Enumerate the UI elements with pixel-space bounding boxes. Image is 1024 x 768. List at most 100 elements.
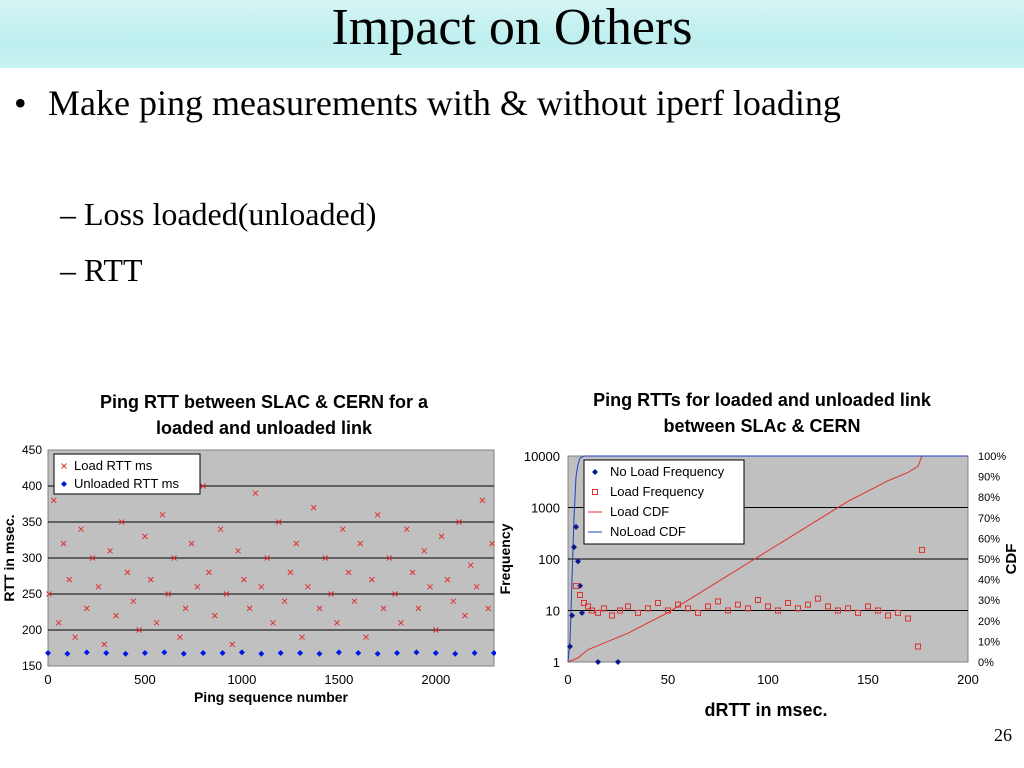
chart2-noload-freq-point [615, 659, 621, 665]
chart2-xlabel: dRTT in msec. [704, 700, 827, 720]
chart1-load-point [485, 605, 492, 612]
chart2-load-cdf-line [567, 455, 923, 663]
bullet-marker: • [14, 83, 27, 123]
chart1-load-point [235, 547, 241, 554]
chart1-load-point [299, 634, 305, 641]
chart2-y2tick-label: 100% [978, 451, 1006, 463]
chart1-unloaded-point [258, 650, 265, 657]
chart2-load-freq-point [715, 598, 721, 605]
chart1-load-point [293, 540, 300, 547]
chart1-load-point [467, 562, 474, 569]
chart2-xtick-label: 100 [757, 672, 779, 687]
chart2-title: between SLAc & CERN [663, 416, 860, 436]
chart2-load-freq-point [865, 603, 871, 610]
chart2-load-freq-point [665, 607, 671, 614]
chart2-ytick-label: 1000 [531, 501, 560, 516]
chart1-load-point [130, 598, 137, 605]
chart1-unloaded-point [83, 649, 90, 656]
chart1-legend-marker [61, 463, 67, 469]
frequency-cdf-chart: Ping RTTs for loaded and unloaded link be… [497, 390, 1020, 720]
chart1-load-point [124, 569, 131, 576]
chart2-title: Ping RTTs for loaded and unloaded link [593, 390, 932, 410]
chart1-load-point [392, 591, 398, 597]
chart1-load-point [398, 619, 404, 626]
chart1-load-point [153, 619, 160, 626]
chart2-y2tick-label: 60% [978, 533, 1000, 545]
chart1-load-point [304, 583, 311, 590]
chart2-noload-freq-point [595, 659, 601, 665]
subbullet-rtt: – RTT [60, 252, 143, 288]
chart1-unloaded-point [161, 649, 168, 656]
chart2-load-freq-point [905, 615, 911, 622]
chart1-load-point [357, 540, 364, 547]
chart2-xtick-label: 150 [857, 672, 879, 687]
chart2-legend-label: NoLoad CDF [610, 524, 686, 539]
chart1-xlabel: Ping sequence number [194, 689, 349, 705]
chart1-unloaded-point [200, 650, 207, 657]
slide-title: Impact on Others [331, 0, 693, 56]
chart1-load-point [182, 605, 189, 612]
chart1-load-point [200, 483, 206, 489]
chart2-ytick-label: 1 [553, 655, 560, 670]
chart1-legend-label: Load RTT ms [74, 458, 153, 473]
chart1-load-point [275, 519, 282, 525]
chart1-unloaded-point [491, 650, 496, 657]
chart1-load-point [427, 583, 433, 590]
chart1-xtick-label: 0 [44, 672, 51, 687]
chart1-unloaded-point [335, 649, 342, 656]
chart1-load-point [462, 612, 468, 619]
chart2-load-freq-point [919, 546, 925, 553]
chart1-title: Ping RTT between SLAC & CERN for a [100, 392, 429, 412]
chart2-noload-freq-point [573, 523, 579, 530]
chart2-load-freq-point [875, 607, 881, 614]
chart1-xtick-label: 2000 [421, 672, 450, 687]
chart1-title: loaded and unloaded link [156, 418, 373, 438]
chart1-load-point [50, 497, 57, 504]
subbullet-loss: – Loss loaded(unloaded) [60, 196, 377, 232]
chart2-y2tick-label: 90% [978, 472, 1000, 484]
chart1-load-point [316, 605, 323, 612]
chart1-load-point [223, 591, 230, 597]
chart1-load-point [72, 634, 79, 641]
chart1-unloaded-point [316, 650, 323, 657]
chart2-load-freq-point [705, 603, 711, 610]
chart2-legend-marker [592, 469, 598, 475]
chart1-load-point [194, 583, 201, 590]
chart2-noload-freq-point [571, 544, 577, 551]
chart1-load-point [281, 598, 288, 605]
chart2-load-freq-point [755, 596, 761, 603]
chart2-y2tick-label: 0% [978, 657, 994, 669]
chart2-load-freq-point [815, 595, 821, 602]
chart2-load-freq-point [895, 609, 901, 616]
chart1-unloaded-point [45, 650, 51, 657]
chart1-load-point [240, 576, 247, 583]
chart1-ytick-label: 250 [22, 587, 42, 601]
chart1-unloaded-point [180, 650, 187, 657]
chart1-load-point [107, 547, 113, 554]
chart1-unloaded-point [297, 650, 304, 657]
chart2-load-freq-point [577, 591, 583, 598]
chart1-load-point [264, 555, 270, 561]
chart2-load-freq-point [885, 612, 891, 619]
chart2-load-freq-point [685, 605, 691, 612]
chart2-load-freq-point [695, 609, 701, 616]
chart2-load-freq-point [675, 601, 681, 608]
chart2-load-freq-point [625, 603, 631, 610]
chart1-load-point [444, 576, 451, 583]
chart2-load-freq-point [805, 601, 811, 608]
chart1-load-point [95, 583, 102, 590]
chart1-unloaded-point [355, 650, 362, 657]
chart1-load-point [159, 511, 166, 518]
chart1-ytick-label: 200 [22, 623, 42, 637]
chart2-legend-label: Load CDF [610, 504, 669, 519]
chart1-ytick-label: 400 [22, 479, 42, 493]
chart1-unloaded-point [141, 650, 148, 657]
chart2-load-freq-point [855, 609, 861, 616]
chart1-unloaded-point [277, 650, 284, 657]
chart2-load-freq-point [635, 609, 641, 616]
chart2-ytick-label: 100 [538, 552, 560, 567]
bullet-text: Make ping measurements with & without ip… [48, 83, 841, 123]
chart2-load-freq-point [595, 609, 601, 616]
chart1-load-point [403, 526, 410, 533]
chart1-load-point [206, 569, 212, 576]
